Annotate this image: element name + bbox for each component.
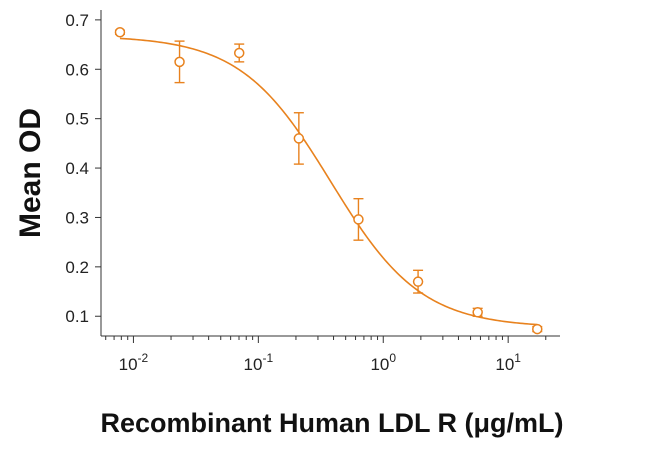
y-tick-label: 0.5 [65,110,89,129]
y-tick-label: 0.6 [65,60,89,79]
y-tick-label: 0.1 [65,307,89,326]
data-point [412,269,424,294]
data-point [472,307,483,318]
data-point [532,323,543,335]
y-tick-label: 0.3 [65,208,89,227]
point-marker [233,47,245,59]
x-tick-label: 10-2 [119,351,149,374]
data-point [293,112,305,165]
point-marker [412,276,424,287]
fit-curve [119,37,538,326]
x-tick-label: 101 [495,351,521,374]
point-marker [353,214,364,225]
y-axis: 0.1 0.2 0.3 0.4 0.5 0.6 0.7 [65,10,102,336]
y-tick-label: 0.2 [65,258,89,277]
point-marker [293,133,305,144]
y-axis-title: Mean OD [14,108,47,238]
x-tick-label: 100 [370,351,396,374]
point-marker [174,56,185,68]
y-tick-label: 0.4 [65,159,89,178]
point-marker [532,323,543,335]
x-axis: 10-2 10-1 100 101 [101,335,560,374]
data-point [114,26,126,38]
x-tick-label: 10-1 [244,351,274,374]
data-point [233,43,245,63]
point-marker [472,307,483,318]
data-point [174,40,185,84]
data-points-layer [114,26,543,335]
x-axis-title: Recombinant Human LDL R (μg/mL) [100,408,563,438]
point-marker [114,26,126,38]
y-tick-label: 0.7 [65,11,89,30]
data-point [353,197,364,241]
fit-curve-layer [119,37,538,326]
